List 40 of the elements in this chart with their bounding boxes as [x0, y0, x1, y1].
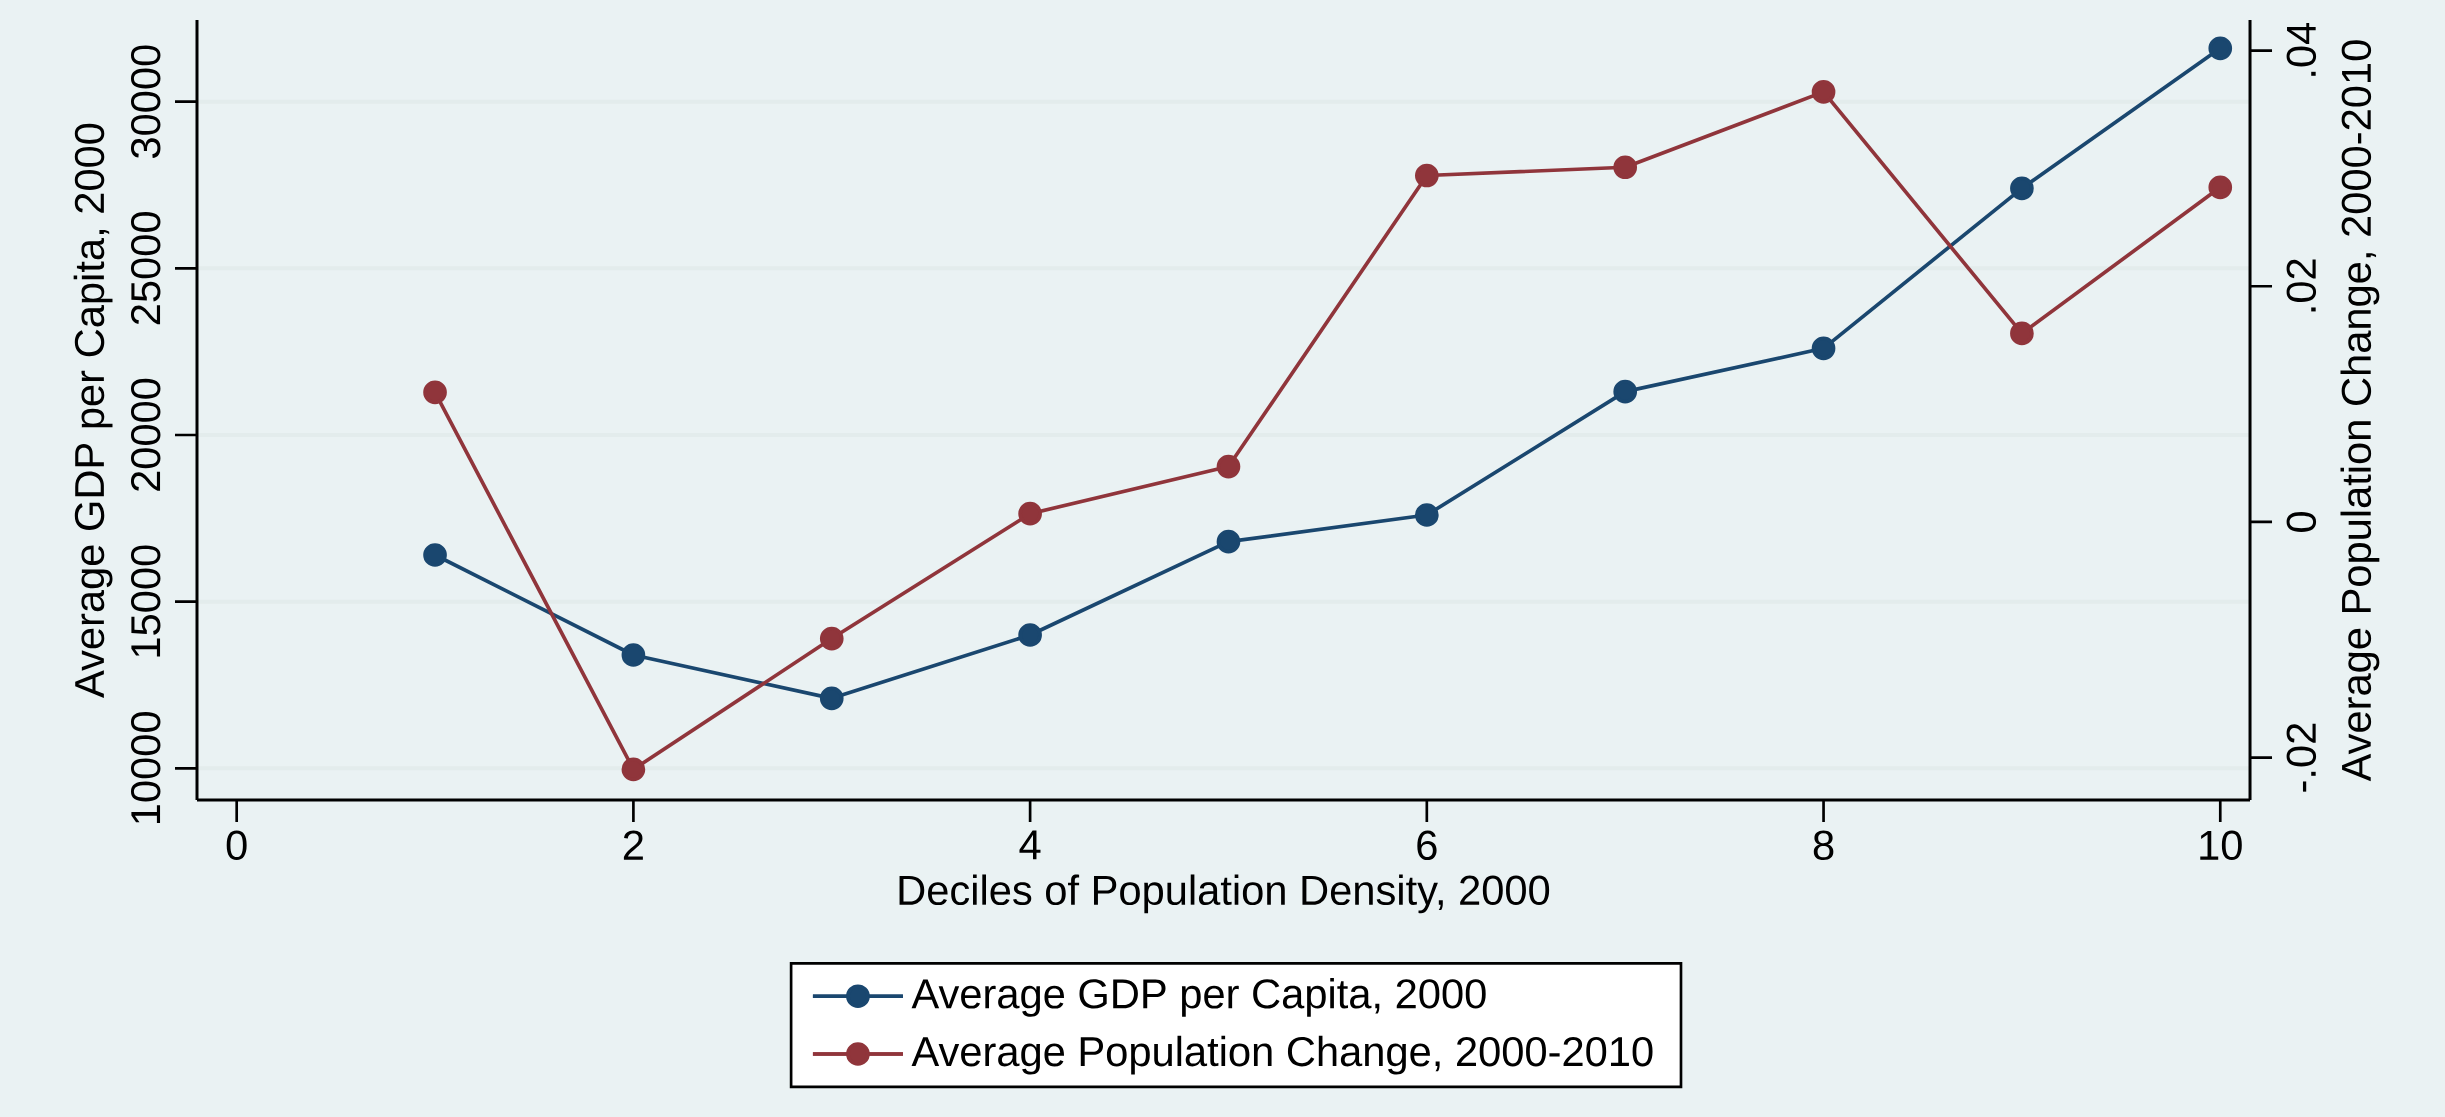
point: [621, 643, 646, 667]
point: [2010, 176, 2034, 201]
x-axis-title: Deciles of Population Density, 2000: [899, 874, 1550, 914]
point: [1018, 501, 1042, 526]
y2-tick-label: .04: [2286, 22, 2317, 76]
point: [1216, 454, 1241, 479]
x-tick-label: 6: [1417, 830, 1437, 861]
y2-axis-title: Average Population Change, 2000-2010: [2340, 40, 2380, 782]
point: [819, 686, 844, 711]
point: [819, 626, 844, 651]
point: [2208, 175, 2233, 200]
y-tick-label: 25000: [130, 212, 161, 325]
point: [2010, 321, 2034, 346]
point: [423, 543, 447, 567]
legend-label: Average GDP per Capita, 2000: [911, 977, 1486, 1017]
point: [1613, 155, 1638, 180]
x-tick-label: 4: [1019, 830, 1041, 860]
point: [423, 380, 447, 405]
y-tick-label: 15000: [130, 545, 161, 657]
y2-tick-label: 0: [2286, 511, 2317, 532]
point: [1811, 336, 1836, 361]
y-axis-title: Average GDP per Capita, 2000: [73, 123, 113, 698]
y2-tick-label: -.02: [2286, 723, 2317, 792]
point: [1414, 163, 1439, 188]
y-tick-label: 10000: [130, 712, 161, 824]
point: [1414, 503, 1439, 527]
point: [1613, 379, 1638, 404]
x-tick-label: 0: [226, 830, 247, 861]
point: [1018, 623, 1042, 647]
x-tick-label: 8: [1813, 830, 1834, 861]
point: [1811, 80, 1836, 104]
y-tick-label: 30000: [130, 45, 161, 159]
legend-label: Average Population Change, 2000-2010: [911, 1035, 1653, 1075]
y-tick-label: 20000: [130, 378, 161, 491]
point: [2208, 36, 2233, 61]
x-tick-label: 10: [2200, 830, 2242, 861]
x-tick-label: 2: [623, 830, 643, 860]
point: [1216, 529, 1241, 554]
point: [621, 757, 646, 782]
y2-tick-label: .02: [2286, 259, 2317, 312]
